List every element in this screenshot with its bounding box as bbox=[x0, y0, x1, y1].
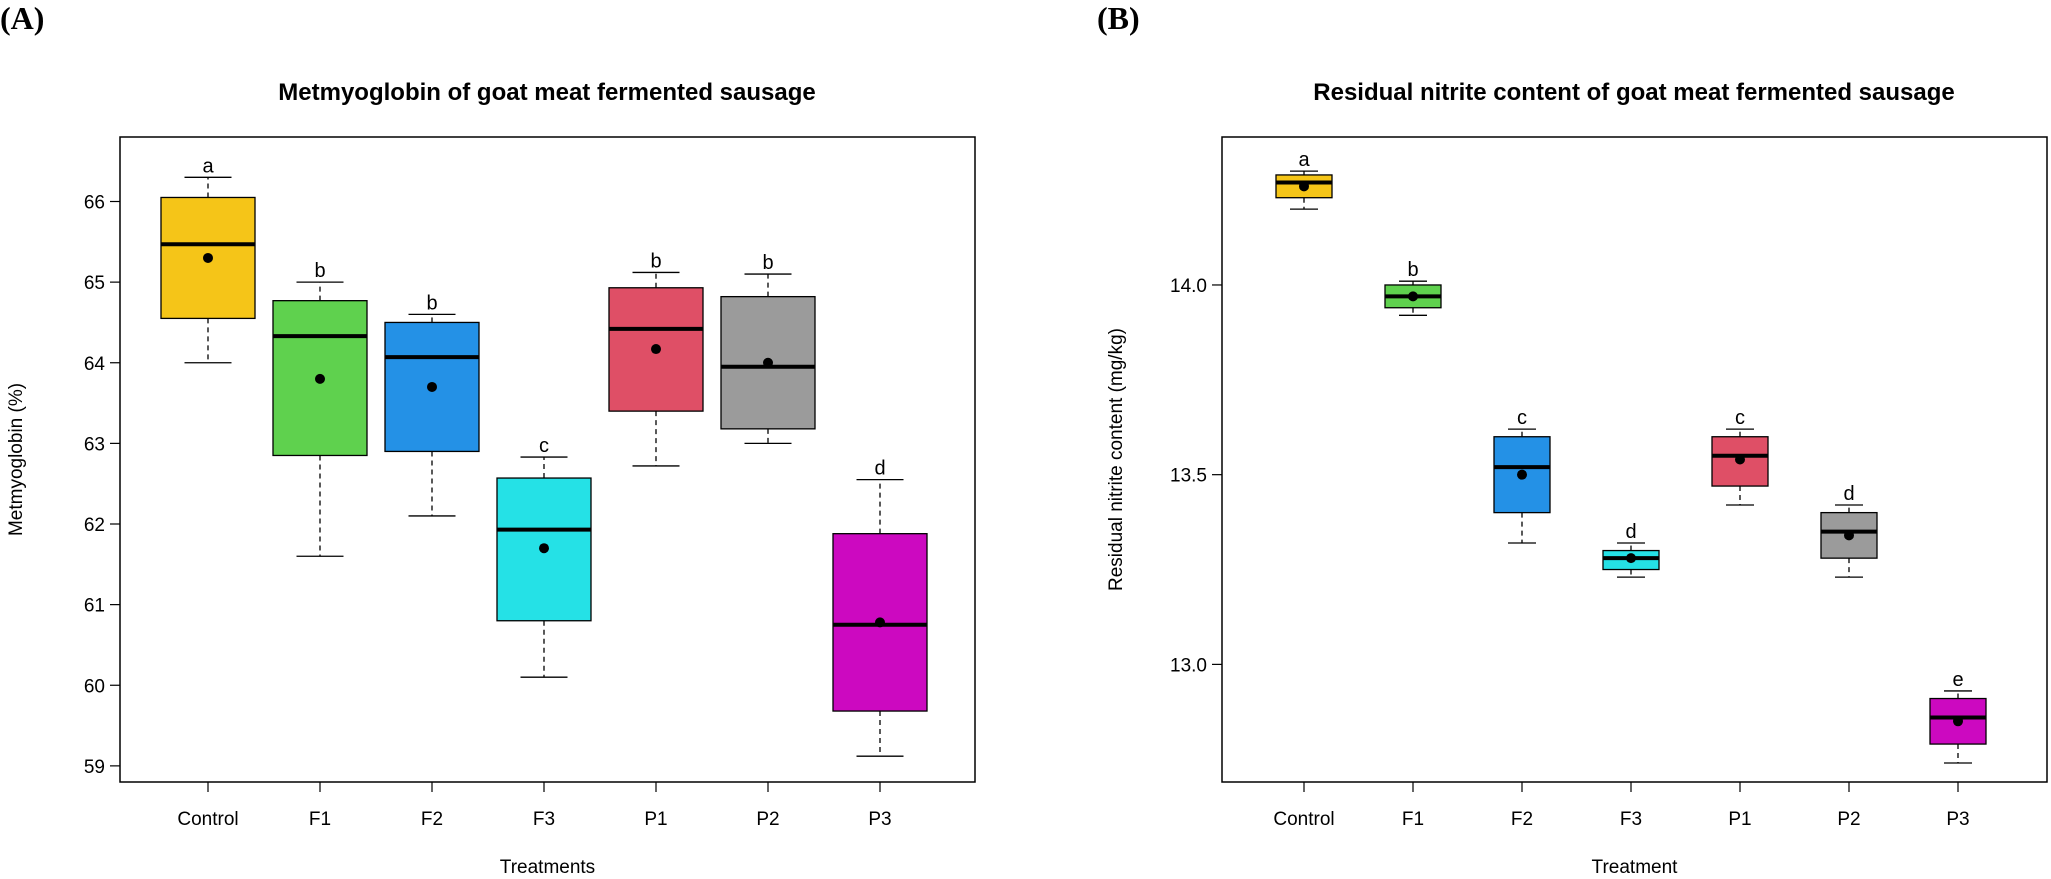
x-tick-label: P2 bbox=[1837, 809, 1860, 830]
group-letter: b bbox=[762, 252, 773, 274]
x-tick-label: Control bbox=[1273, 809, 1334, 830]
y-axis-label: Metmyoglobin (%) bbox=[6, 383, 27, 536]
x-tick-label: P3 bbox=[868, 809, 891, 830]
box-control: a bbox=[1275, 149, 1333, 210]
y-tick-label: 61 bbox=[84, 596, 105, 617]
mean-point bbox=[1517, 469, 1527, 480]
chart-title: Metmyoglobin of goat meat fermented saus… bbox=[278, 79, 815, 106]
box-f1: b bbox=[272, 260, 368, 557]
box-f2: b bbox=[384, 292, 480, 517]
box-body bbox=[1820, 511, 1878, 559]
x-tick-label: F3 bbox=[533, 809, 555, 830]
group-letter: b bbox=[650, 250, 661, 272]
y-tick-label: 14.0 bbox=[1170, 276, 1207, 297]
group-letter: c bbox=[1735, 407, 1745, 429]
group-letter: b bbox=[314, 260, 325, 282]
y-tick-label: 65 bbox=[84, 273, 105, 294]
x-axis-label: Treatments bbox=[500, 857, 595, 878]
group-letter: d bbox=[874, 458, 885, 480]
panel-label-a: (A) bbox=[0, 0, 45, 36]
y-tick-label: 13.0 bbox=[1170, 655, 1207, 676]
group-letter: d bbox=[1625, 521, 1636, 543]
x-tick-label: P2 bbox=[756, 809, 779, 830]
x-tick-label: F3 bbox=[1620, 809, 1642, 830]
chart-panel-b: Residual nitrite content of goat meat fe… bbox=[1106, 79, 2048, 878]
group-letter: c bbox=[1517, 407, 1527, 429]
plot-frame bbox=[1221, 136, 2048, 783]
box-p2: b bbox=[720, 252, 816, 445]
chart-panel-a: Metmyoglobin of goat meat fermented saus… bbox=[6, 79, 976, 878]
y-axis-label: Residual nitrite content (mg/kg) bbox=[1106, 328, 1127, 591]
group-letter: a bbox=[202, 155, 214, 177]
box-f3: c bbox=[496, 435, 592, 678]
group-letter: d bbox=[1843, 483, 1854, 505]
x-tick-label: P1 bbox=[1728, 809, 1751, 830]
x-axis-label: Treatment bbox=[1592, 857, 1679, 878]
box-p3: e bbox=[1929, 669, 1987, 764]
y-tick-label: 62 bbox=[84, 515, 105, 536]
box-p1: b bbox=[608, 250, 704, 467]
mean-point bbox=[539, 543, 549, 554]
y-tick-label: 13.5 bbox=[1170, 466, 1207, 487]
mean-point bbox=[427, 381, 437, 392]
mean-point bbox=[1735, 454, 1745, 465]
box-f1: b bbox=[1384, 259, 1442, 316]
mean-point bbox=[315, 373, 325, 384]
box-p3: d bbox=[832, 458, 928, 757]
mean-point bbox=[1953, 716, 1963, 727]
mean-point bbox=[203, 252, 213, 263]
plot-frame bbox=[119, 136, 976, 783]
x-tick-label: F1 bbox=[309, 809, 331, 830]
x-tick-label: F2 bbox=[1511, 809, 1533, 830]
mean-point bbox=[1626, 553, 1636, 564]
group-letter: b bbox=[1407, 259, 1418, 281]
y-tick-label: 64 bbox=[84, 354, 106, 375]
mean-point bbox=[1844, 530, 1854, 541]
box-control: a bbox=[160, 155, 256, 364]
y-tick-label: 63 bbox=[84, 434, 105, 455]
group-letter: e bbox=[1952, 669, 1963, 691]
box-p2: d bbox=[1820, 483, 1878, 578]
mean-point bbox=[1299, 181, 1309, 192]
chart-title: Residual nitrite content of goat meat fe… bbox=[1313, 79, 1954, 106]
mean-point bbox=[763, 357, 773, 368]
x-tick-label: P1 bbox=[644, 809, 667, 830]
group-letter: a bbox=[1298, 149, 1310, 171]
x-tick-label: F2 bbox=[421, 809, 443, 830]
box-body bbox=[1929, 697, 1987, 745]
group-letter: c bbox=[539, 435, 549, 457]
x-tick-label: F1 bbox=[1402, 809, 1424, 830]
y-tick-label: 66 bbox=[84, 193, 105, 214]
box-p1: c bbox=[1711, 407, 1769, 506]
mean-point bbox=[1408, 291, 1418, 302]
mean-point bbox=[651, 344, 661, 355]
x-tick-label: Control bbox=[177, 809, 238, 830]
group-letter: b bbox=[426, 292, 437, 314]
y-tick-label: 59 bbox=[84, 757, 105, 778]
y-tick-label: 60 bbox=[84, 676, 105, 697]
box-f2: c bbox=[1493, 407, 1551, 544]
mean-point bbox=[875, 617, 885, 628]
box-body bbox=[496, 477, 592, 622]
x-tick-label: P3 bbox=[1946, 809, 1969, 830]
panel-label-b: (B) bbox=[1097, 0, 1140, 36]
box-f3: d bbox=[1602, 521, 1660, 578]
